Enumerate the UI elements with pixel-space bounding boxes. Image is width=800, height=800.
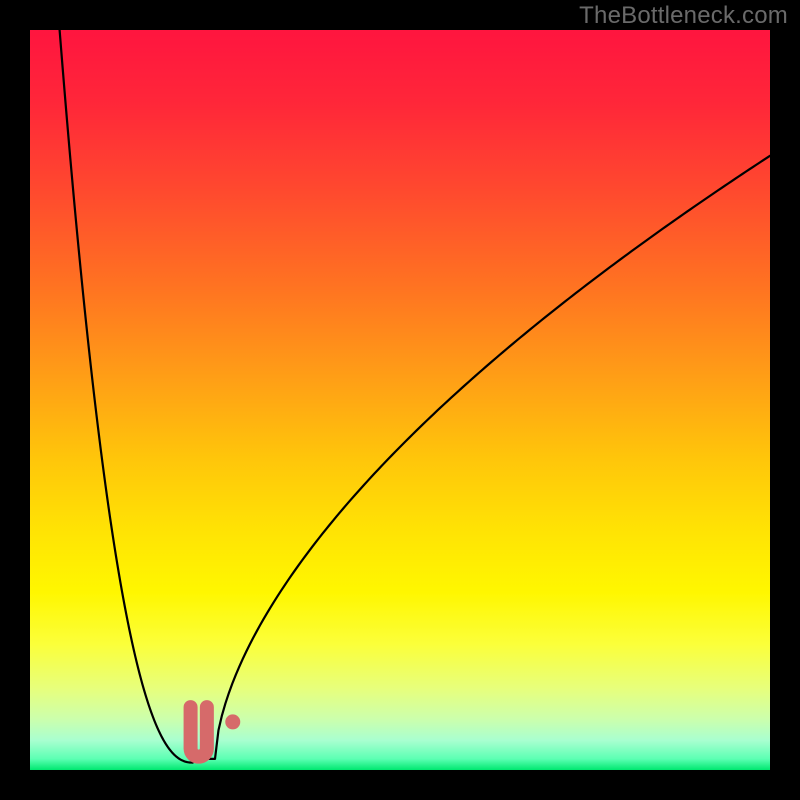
bottleneck-chart [0,0,800,800]
chart-stage: TheBottleneck.com [0,0,800,800]
plot-background-gradient [30,30,770,770]
dot-marker [225,714,240,729]
watermark-label: TheBottleneck.com [579,2,788,30]
